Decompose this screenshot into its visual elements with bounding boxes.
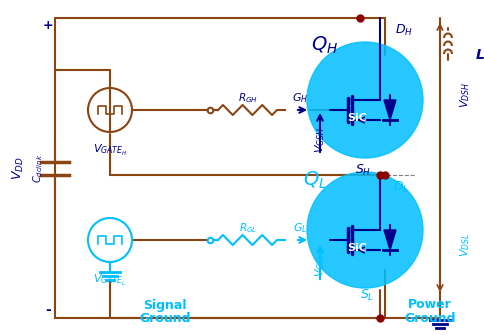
- Text: $G_L$: $G_L$: [292, 221, 306, 235]
- Text: $V_{DD}$: $V_{DD}$: [11, 156, 26, 180]
- Polygon shape: [383, 100, 395, 120]
- Circle shape: [306, 42, 422, 158]
- Text: $R_{GL}$: $R_{GL}$: [238, 221, 257, 235]
- Text: $V_{GATE_L}$: $V_{GATE_L}$: [93, 272, 126, 287]
- Text: $V_{GATE_H}$: $V_{GATE_H}$: [92, 142, 127, 157]
- Text: SiC: SiC: [347, 243, 366, 253]
- Text: $V_{GSL}$: $V_{GSL}$: [313, 253, 326, 277]
- Text: Ground: Ground: [404, 312, 455, 325]
- Text: $V_{DSL}$: $V_{DSL}$: [457, 233, 471, 257]
- Text: +: +: [43, 18, 53, 31]
- Text: $D_H$: $D_H$: [394, 22, 412, 38]
- Text: SiC: SiC: [347, 113, 366, 123]
- Text: $R_{GH}$: $R_{GH}$: [238, 91, 257, 105]
- Text: $S_L$: $S_L$: [359, 287, 374, 303]
- Circle shape: [306, 172, 422, 288]
- Text: $Q_L$: $Q_L$: [302, 170, 326, 191]
- Text: $Q_H$: $Q_H$: [311, 35, 338, 56]
- Text: $V_{GSH}$: $V_{GSH}$: [313, 127, 326, 153]
- Text: $C_{dclink}$: $C_{dclink}$: [31, 153, 45, 183]
- Text: $S_H$: $S_H$: [354, 162, 371, 178]
- Polygon shape: [383, 230, 395, 250]
- Text: $D_L$: $D_L$: [392, 180, 408, 195]
- Text: $V_{DSH}$: $V_{DSH}$: [457, 82, 471, 108]
- Text: -: -: [45, 303, 51, 317]
- Text: Ground: Ground: [139, 312, 190, 325]
- Text: Power: Power: [407, 298, 451, 312]
- Text: Signal: Signal: [143, 298, 186, 312]
- Text: L: L: [475, 48, 484, 62]
- Text: $G_H$: $G_H$: [291, 91, 307, 105]
